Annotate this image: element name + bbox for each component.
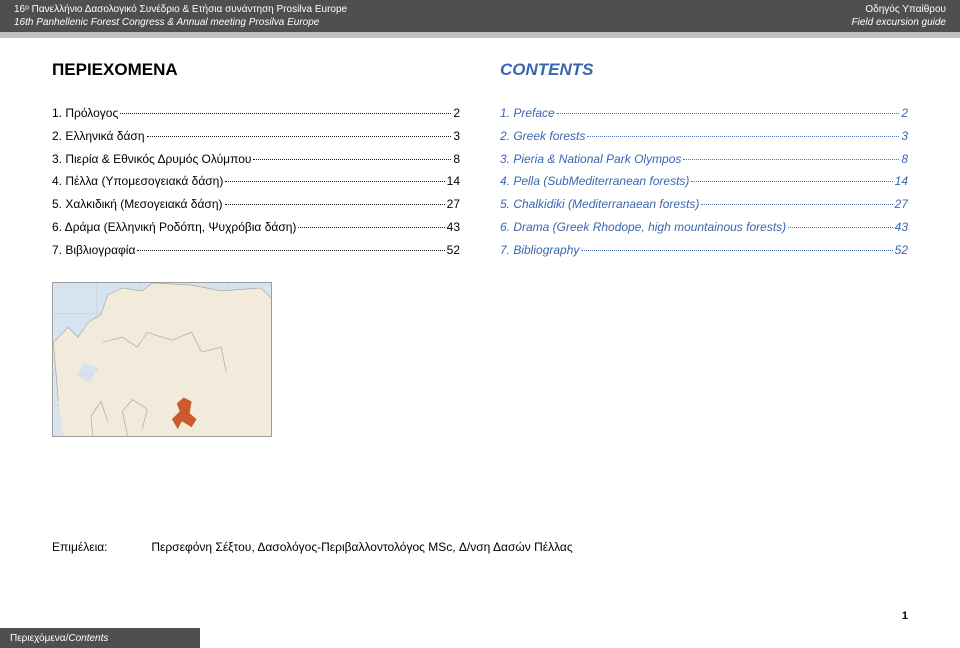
header-bar: 16ᵒ Πανελλήνιο Δασολογικό Συνέδριο & Ετή… <box>0 0 960 32</box>
header-left-bottom: 16th Panhellenic Forest Congress & Annua… <box>14 16 347 30</box>
toc-label: 6. Δράμα (Ελληνική Ροδόπη, Ψυχρόβια δάση… <box>52 216 296 239</box>
europe-map-icon <box>53 283 271 436</box>
toc-page: 14 <box>895 170 908 193</box>
toc-item: 4. Pella (SubMediterranean forests) 14 <box>500 170 908 193</box>
titles-row: ΠΕΡΙΕΧΟΜΕΝΑ CONTENTS <box>52 60 908 80</box>
toc-page: 52 <box>895 239 908 262</box>
title-greek-col: ΠΕΡΙΕΧΟΜΕΝΑ <box>52 60 460 80</box>
toc-label: 4. Πέλλα (Υπομεσογειακά δάση) <box>52 170 223 193</box>
toc-dots <box>253 159 451 160</box>
toc-dots <box>557 113 900 114</box>
toc-item: 3. Pieria & National Park Olympos 8 <box>500 148 908 171</box>
toc-item: 6. Δράμα (Ελληνική Ροδόπη, Ψυχρόβια δάση… <box>52 216 460 239</box>
toc-dots <box>225 204 445 205</box>
title-en: CONTENTS <box>500 60 908 80</box>
content-area: ΠΕΡΙΕΧΟΜΕΝΑ CONTENTS 1. Πρόλογος22. Ελλη… <box>0 60 960 437</box>
toc-dots <box>788 227 892 228</box>
toc-dots <box>298 227 444 228</box>
toc-label: 1. Πρόλογος <box>52 102 118 125</box>
toc-item: 2. Ελληνικά δάση 3 <box>52 125 460 148</box>
toc-item: 3. Πιερία & Εθνικός Δρυμός Ολύμπου 8 <box>52 148 460 171</box>
toc-label: 4. Pella (SubMediterranean forests) <box>500 170 689 193</box>
toc-dots <box>683 159 899 160</box>
toc-en: 1. Preface22. Greek forests33. Pieria & … <box>500 102 908 262</box>
toc-label: 5. Chalkidiki (Mediterranaean forests) <box>500 193 699 216</box>
toc-label: 3. Πιερία & Εθνικός Δρυμός Ολύμπου <box>52 148 251 171</box>
header-left: 16ᵒ Πανελλήνιο Δασολογικό Συνέδριο & Ετή… <box>14 0 347 32</box>
toc-page: 2 <box>453 102 460 125</box>
toc-label: 6. Drama (Greek Rhodope, high mountainou… <box>500 216 786 239</box>
map-box <box>52 282 272 437</box>
toc-label: 7. Βιβλιογραφία <box>52 239 135 262</box>
footer-en: Contents <box>68 633 108 644</box>
footer-greek: Περιεχόμενα <box>10 633 66 644</box>
toc-dots <box>691 181 892 182</box>
toc-item: 7. Βιβλιογραφία 52 <box>52 239 460 262</box>
toc-label: 5. Χαλκιδική (Μεσογειακά δάση) <box>52 193 223 216</box>
header-right: Οδηγός Υπαίθρου Field excursion guide <box>852 0 947 32</box>
header-left-top: 16ᵒ Πανελλήνιο Δασολογικό Συνέδριο & Ετή… <box>14 3 347 17</box>
toc-item: 6. Drama (Greek Rhodope, high mountainou… <box>500 216 908 239</box>
toc-dots <box>581 250 892 251</box>
toc-dots <box>120 113 451 114</box>
editor-value: Περσεφόνη Σέξτου, Δασολόγος-Περιβαλλοντο… <box>151 540 572 554</box>
header-right-bottom: Field excursion guide <box>852 16 947 30</box>
toc-row: 1. Πρόλογος22. Ελληνικά δάση33. Πιερία &… <box>52 102 908 262</box>
page-number: 1 <box>902 610 908 622</box>
toc-item: 5. Chalkidiki (Mediterranaean forests) 27 <box>500 193 908 216</box>
toc-item: 2. Greek forests 3 <box>500 125 908 148</box>
toc-item: 7. Bibliography 52 <box>500 239 908 262</box>
header-underline <box>0 32 960 38</box>
toc-item: 4. Πέλλα (Υπομεσογειακά δάση) 14 <box>52 170 460 193</box>
toc-dots <box>147 136 452 137</box>
toc-label: 2. Greek forests <box>500 125 585 148</box>
toc-dots <box>701 204 892 205</box>
toc-page: 27 <box>447 193 460 216</box>
toc-page: 14 <box>447 170 460 193</box>
toc-page: 43 <box>447 216 460 239</box>
toc-label: 7. Bibliography <box>500 239 579 262</box>
toc-page: 8 <box>901 148 908 171</box>
toc-page: 3 <box>453 125 460 148</box>
toc-page: 2 <box>901 102 908 125</box>
editor-line: Επιμέλεια: Περσεφόνη Σέξτου, Δασολόγος-Π… <box>52 540 573 554</box>
toc-dots <box>137 250 444 251</box>
toc-label: 1. Preface <box>500 102 555 125</box>
toc-dots <box>225 181 444 182</box>
toc-page: 27 <box>895 193 908 216</box>
toc-item: 5. Χαλκιδική (Μεσογειακά δάση) 27 <box>52 193 460 216</box>
toc-label: 2. Ελληνικά δάση <box>52 125 145 148</box>
title-en-col: CONTENTS <box>500 60 908 80</box>
toc-item: 1. Πρόλογος 2 <box>52 102 460 125</box>
toc-page: 52 <box>447 239 460 262</box>
toc-dots <box>587 136 899 137</box>
title-greek: ΠΕΡΙΕΧΟΜΕΝΑ <box>52 60 460 80</box>
header-right-top: Οδηγός Υπαίθρου <box>852 3 947 17</box>
toc-label: 3. Pieria & National Park Olympos <box>500 148 681 171</box>
toc-greek: 1. Πρόλογος22. Ελληνικά δάση33. Πιερία &… <box>52 102 460 262</box>
toc-item: 1. Preface 2 <box>500 102 908 125</box>
toc-page: 3 <box>901 125 908 148</box>
toc-page: 8 <box>453 148 460 171</box>
footer-tab: Περιεχόμενα / Contents <box>0 628 200 648</box>
toc-page: 43 <box>895 216 908 239</box>
editor-label: Επιμέλεια: <box>52 540 148 554</box>
